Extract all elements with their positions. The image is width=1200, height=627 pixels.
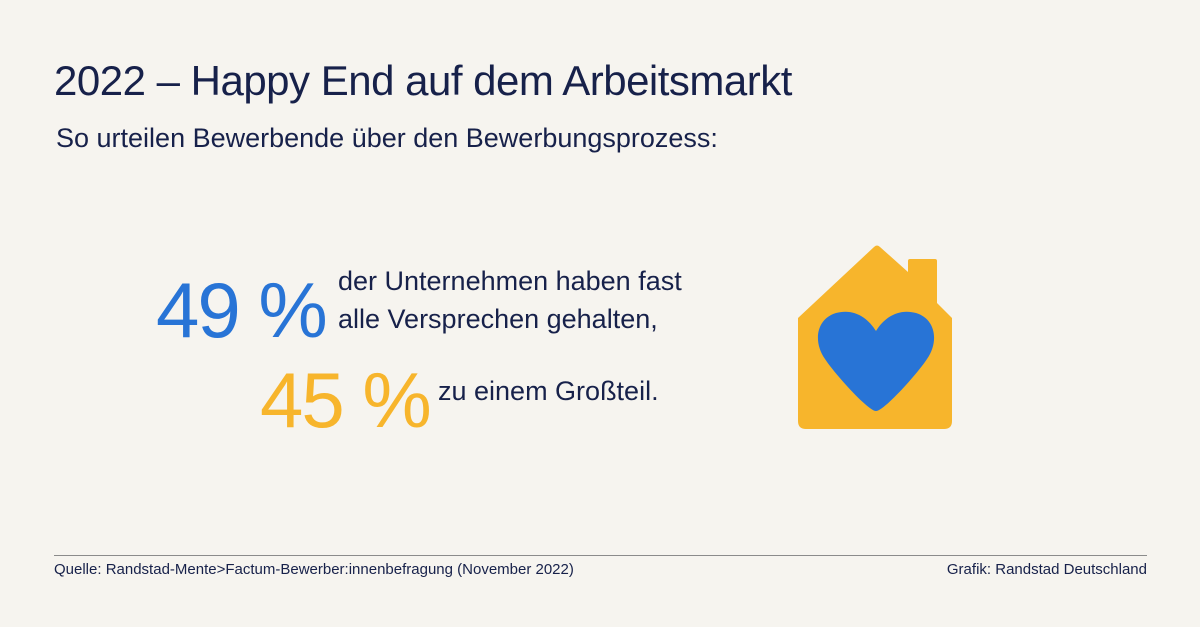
stat-value-promises-mostly: 45 % [260,356,432,444]
stat-value-promises-almost-all: 49 % [156,266,328,354]
source-note: Quelle: Randstad-Mente>Factum-Bewerber:i… [54,561,574,578]
page-title: 2022 – Happy End auf dem Arbeitsmarkt [54,57,792,104]
stat-description-line: der Unternehmen haben fast [338,266,682,296]
stat-description-promises-mostly: zu einem Großteil. [438,376,659,406]
footer-divider [54,555,1147,556]
stat-description-line: alle Versprechen gehalten, [338,304,658,334]
house-heart-icon [798,245,952,429]
heart-shape [817,311,935,411]
graphic-credit: Grafik: Randstad Deutschland [946,561,1147,578]
page-subtitle: So urteilen Bewerbende über den Bewerbun… [56,123,718,153]
stat-description-promises-almost-all: der Unternehmen haben fast alle Versprec… [338,262,682,338]
